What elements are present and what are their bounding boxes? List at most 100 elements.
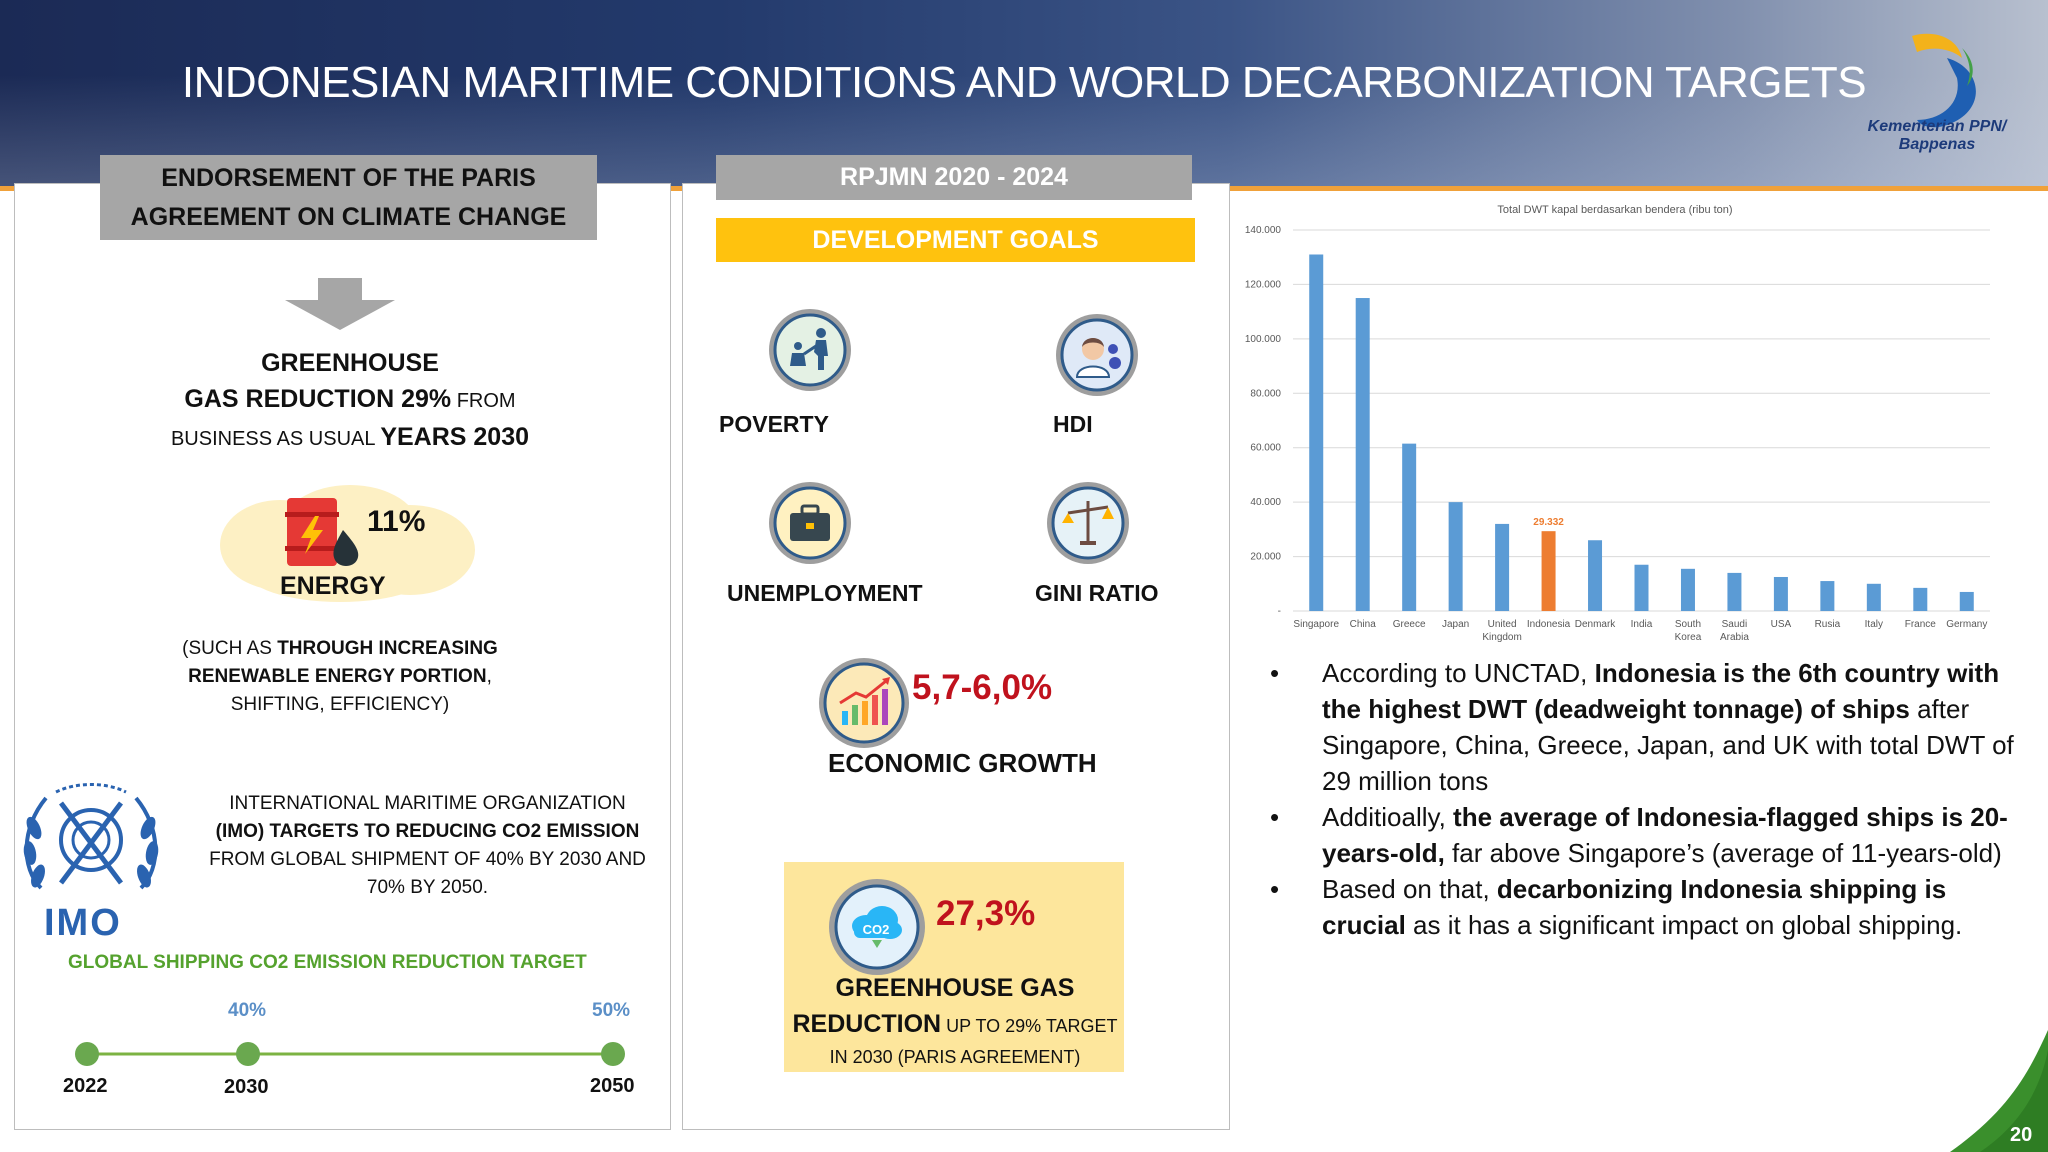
- energy-percentage: 11%: [367, 505, 426, 538]
- chart-data-labels: 29.332: [1533, 517, 1564, 528]
- chart-bar: [1495, 523, 1510, 611]
- imo-line3: FROM GLOBAL SHIPMENT OF 40% BY 2030 AND: [209, 849, 646, 870]
- economic-growth-label: ECONOMIC GROWTH: [828, 748, 1097, 778]
- chart-bar: [1727, 572, 1742, 611]
- chart-title: Total DWT kapal berdasarkan bendera (rib…: [1497, 204, 1732, 216]
- page-number: 20: [2010, 1124, 2033, 1146]
- chart-x-tick-label: China: [1350, 619, 1377, 630]
- logo-text: Kementerian PPN/ Bappenas: [1852, 118, 2022, 154]
- chart-x-tick-label: Germany: [1946, 619, 1987, 630]
- imo-target-text: INTERNATIONAL MARITIME ORGANIZATION (IMO…: [195, 790, 660, 902]
- chart-x-tick-label: Korea: [1675, 632, 1702, 643]
- gini-ratio-label: GINI RATIO: [1035, 580, 1159, 606]
- energy-note-a: (SUCH AS: [182, 638, 278, 659]
- hdi-label: HDI: [1053, 411, 1093, 437]
- paris-line2: AGREEMENT ON CLIMATE CHANGE: [130, 203, 567, 231]
- page-title: INDONESIAN MARITIME CONDITIONS AND WORLD…: [181, 58, 1867, 107]
- paris-line1: ENDORSEMENT OF THE PARIS: [161, 164, 536, 192]
- rpjmn-box: RPJMN 2020 - 2024: [716, 155, 1192, 200]
- chart-bar: [1402, 443, 1417, 611]
- energy-note-b: THROUGH INCREASING: [277, 638, 498, 659]
- chart-y-ticks: - 20.000 40.000 60.000 80.000 100.000 120.000 1…: [1245, 225, 1282, 617]
- bullet-list: According to UNCTAD, Indonesia is the 6t…: [1270, 655, 2030, 943]
- ghg2-line3: IN 2030 (PARIS AGREEMENT): [829, 1047, 1081, 1067]
- poverty-label: POVERTY: [719, 411, 829, 437]
- bullet-1-c: after Singapore, China, Greece, Japan, a…: [1322, 694, 2014, 796]
- ghg-reduction-text: GREENHOUSE GAS REDUCTION 29% FROM BUSINE…: [120, 345, 580, 457]
- chart-data-label: 29.332: [1533, 517, 1564, 528]
- fuel-barrel-icon: [285, 498, 359, 566]
- chart-x-tick-label: USA: [1771, 619, 1792, 630]
- chart-bar: [1913, 587, 1928, 611]
- corner-decoration: [1950, 1030, 2048, 1152]
- ghg-line1: GREENHOUSE: [261, 349, 439, 377]
- logo-line2: Bappenas: [1898, 136, 1976, 153]
- energy-label: ENERGY: [280, 572, 386, 600]
- energy-note-e: SHIFTING, EFFICIENCY): [230, 694, 450, 715]
- poverty-icon: [769, 309, 851, 391]
- chart-bars: [1309, 254, 1974, 611]
- chart-x-labels: Singapore China Greece Japan United Kingdom In…: [1293, 619, 1987, 643]
- co2-cloud-icon: CO2: [829, 879, 925, 975]
- chart-bar: [1309, 254, 1324, 611]
- energy-note: (SUCH AS THROUGH INCREASING RENEWABLE EN…: [150, 635, 530, 719]
- chart-x-tick-label: France: [1905, 619, 1937, 630]
- chart-bar: [1680, 568, 1695, 611]
- paris-agreement-box: ENDORSEMENT OF THE PARIS AGREEMENT ON CL…: [100, 155, 597, 240]
- ghg-target-text: GREENHOUSE GAS REDUCTION UP TO 29% TARGE…: [790, 970, 1120, 1070]
- timeline-dot-2022: [75, 1042, 99, 1066]
- ghg-line2-small: FROM: [451, 390, 516, 412]
- chart-bar: [1541, 531, 1556, 611]
- energy-note-c: RENEWABLE ENERGY PORTION: [188, 666, 487, 687]
- hdi-icon: [1056, 314, 1138, 396]
- emission-timeline: 40% 50% 2022 2030 2050: [60, 1000, 660, 1100]
- chart-y-tick-label: 60.000: [1250, 443, 1281, 454]
- chart-grid: [1293, 229, 1990, 612]
- bullet-2-a: Additioally,: [1322, 802, 1454, 832]
- ghg2-line1: GREENHOUSE GAS: [835, 974, 1075, 1002]
- chart-x-tick-label: Saudi: [1722, 619, 1748, 630]
- imo-label: IMO: [44, 902, 122, 944]
- chart-bar: [1355, 298, 1370, 611]
- chart-y-tick-label: 100.000: [1245, 334, 1282, 345]
- bullet-3-c: as it has a significant impact on global…: [1405, 910, 1963, 940]
- chart-bar: [1820, 581, 1835, 611]
- chart-x-tick-label: Denmark: [1575, 619, 1617, 630]
- imo-line4: 70% BY 2050.: [366, 877, 489, 898]
- chart-x-tick-label: South: [1675, 619, 1701, 630]
- chart-x-tick-label: Rusia: [1815, 619, 1841, 630]
- chart-x-tick-label: Japan: [1442, 619, 1469, 630]
- timeline-graphic: [75, 1042, 625, 1066]
- bullet-1-b: Indonesia is the 6th country with the hi…: [1322, 658, 2000, 724]
- timeline-year-2030: 2030: [224, 1076, 269, 1098]
- co2-text: CO2: [863, 922, 890, 937]
- down-arrow-icon: [285, 278, 395, 330]
- imo-line2: (IMO) TARGETS TO REDUCING CO2 EMISSION: [215, 821, 640, 842]
- chart-x-tick-label: Kingdom: [1482, 632, 1521, 643]
- chart-y-tick-label: -: [1278, 606, 1281, 617]
- chart-bar: [1773, 576, 1788, 611]
- timeline-pct-2050: 50%: [592, 1000, 631, 1021]
- balance-scale-icon: [1047, 482, 1129, 564]
- dwt-bar-chart: Total DWT kapal berdasarkan bendera (rib…: [1245, 204, 1990, 643]
- chart-bar: [1959, 591, 1974, 611]
- development-goals-banner: DEVELOPMENT GOALS: [716, 218, 1195, 262]
- chart-x-tick-label: India: [1631, 619, 1653, 630]
- timeline-dot-2030: [236, 1042, 260, 1066]
- imo-line1: INTERNATIONAL MARITIME ORGANIZATION: [229, 793, 626, 814]
- growth-chart-icon: [819, 658, 909, 748]
- chart-y-tick-label: 120.000: [1245, 279, 1282, 290]
- bappenas-logo-icon: [1912, 33, 1976, 128]
- chart-y-tick-label: 40.000: [1250, 497, 1281, 508]
- chart-bar: [1448, 502, 1463, 611]
- bullet-item-3: Based on that, decarbonizing Indonesia s…: [1270, 871, 2030, 943]
- unemployment-label: UNEMPLOYMENT: [727, 580, 923, 606]
- ghg-reduction-percentage: 27,3%: [936, 894, 1036, 933]
- timeline-year-2022: 2022: [63, 1075, 108, 1097]
- chart-y-tick-label: 80.000: [1250, 388, 1281, 399]
- economic-growth-percentage: 5,7-6,0%: [912, 668, 1053, 707]
- bullet-3-b: decarbonizing Indonesia shipping is cruc…: [1322, 874, 1947, 940]
- timeline-dot-2050: [601, 1042, 625, 1066]
- emission-target-title: GLOBAL SHIPPING CO2 EMISSION REDUCTION T…: [68, 952, 587, 973]
- timeline-year-2050: 2050: [590, 1075, 635, 1097]
